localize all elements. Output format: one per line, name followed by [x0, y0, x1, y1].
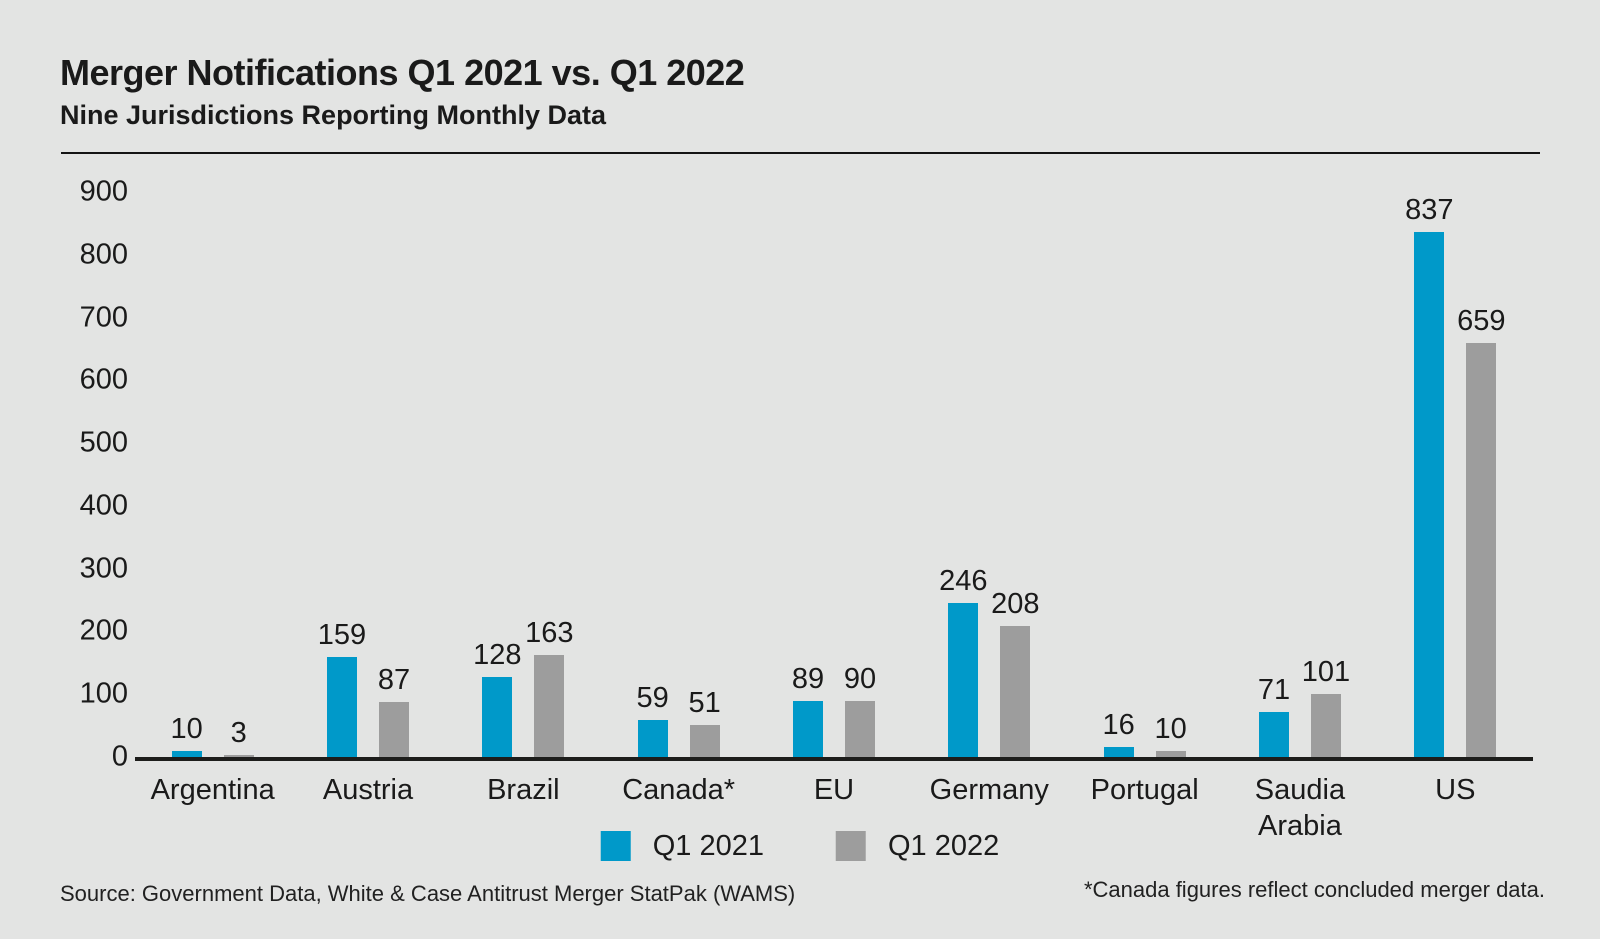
- bar-group: 16 10: [1067, 192, 1222, 757]
- value-label: 3: [230, 717, 247, 749]
- value-label: 10: [1154, 712, 1187, 745]
- y-tick-label: 500: [79, 426, 128, 459]
- y-tick-label: 800: [79, 238, 128, 271]
- x-axis-line: [135, 757, 1533, 761]
- bar-group: 159 87: [290, 192, 445, 757]
- value-label: 90: [843, 662, 877, 695]
- bar: 51: [689, 688, 721, 757]
- bar: 89: [792, 665, 824, 757]
- footnote-text: *Canada figures reflect concluded merger…: [1083, 877, 1545, 902]
- x-axis-category-label: Portugal: [1090, 774, 1199, 806]
- bar-group: 10 3: [135, 192, 290, 757]
- y-tick-label: 400: [79, 489, 128, 522]
- x-axis-category-label: Argentina: [150, 774, 275, 806]
- legend-label: Q1 2021: [652, 829, 764, 862]
- value-label: 208: [991, 588, 1040, 621]
- value-label: 101: [1301, 655, 1351, 688]
- bar: 246: [939, 566, 987, 757]
- header-divider-line: [61, 152, 1540, 154]
- value-label: 87: [377, 664, 411, 697]
- chart-subtitle: Nine Jurisdictions Reporting Monthly Dat…: [60, 100, 607, 130]
- bar: 90: [844, 664, 876, 757]
- legend-item: Q1 2022: [836, 831, 999, 861]
- value-label: 837: [1405, 193, 1454, 226]
- value-label: 128: [473, 638, 522, 671]
- plot-area: 10 3 159 87 128 163 59 51 89 90 246 208 16 10 71 101 837…: [135, 192, 1533, 757]
- y-axis: 0 100 200 300 400 500 600 700 800 900: [40, 177, 128, 771]
- legend-item: Q1 2021: [600, 829, 764, 862]
- bar: 10: [171, 714, 203, 757]
- legend-swatch: [836, 831, 866, 861]
- y-tick-label: 600: [79, 363, 128, 396]
- x-axis-category-label: US: [1435, 774, 1476, 806]
- legend-swatch: [600, 831, 631, 861]
- x-axis-category-label: Germany: [929, 774, 1049, 806]
- bar-group: 71 101: [1222, 192, 1377, 757]
- bar-group: 246 208: [912, 192, 1067, 757]
- x-axis-category-label: Canada*: [622, 774, 736, 806]
- y-tick-label: 900: [79, 175, 128, 208]
- bar: 128: [473, 640, 522, 757]
- x-axis-category-label: Saudia Arabia: [1254, 774, 1346, 843]
- y-tick-label: 100: [79, 677, 128, 710]
- bar: 101: [1302, 657, 1350, 757]
- x-axis-labels: Argentina Austria Brazil Canada* EU Germany Po…: [135, 772, 1533, 845]
- bar: 10: [1154, 714, 1187, 757]
- bar: 163: [525, 618, 574, 757]
- value-label: 246: [939, 564, 988, 597]
- x-axis-category-label: EU: [813, 774, 855, 806]
- value-label: 59: [636, 681, 669, 714]
- x-axis-category-label: Brazil: [487, 774, 560, 806]
- value-label: 10: [170, 712, 203, 745]
- value-label: 159: [317, 619, 367, 652]
- y-tick-label: 200: [79, 614, 128, 647]
- y-tick-label: 0: [111, 740, 128, 773]
- x-axis-category-label: Austria: [322, 774, 414, 806]
- value-label: 71: [1257, 674, 1291, 707]
- y-tick-label: 700: [79, 301, 128, 334]
- bar: 837: [1405, 195, 1453, 757]
- value-label: 659: [1457, 305, 1506, 338]
- source-text: Source: Government Data, White & Case An…: [60, 881, 796, 906]
- bar-group: 59 51: [601, 192, 756, 757]
- bar-group: 837 659: [1378, 192, 1533, 757]
- legend: Q1 2021 Q1 2022: [600, 829, 999, 862]
- bar: 59: [637, 683, 669, 757]
- value-label: 51: [688, 686, 721, 719]
- bar-group: 128 163: [446, 192, 601, 757]
- value-label: 89: [791, 663, 825, 696]
- legend-label: Q1 2022: [888, 829, 1000, 862]
- bar: 87: [378, 666, 410, 757]
- y-tick-label: 300: [79, 552, 128, 585]
- bar: 208: [991, 590, 1039, 757]
- bar-group: 89 90: [756, 192, 911, 757]
- bar: 16: [1102, 710, 1135, 757]
- value-label: 16: [1102, 708, 1135, 741]
- bar: 3: [223, 719, 254, 757]
- bar: 659: [1457, 307, 1505, 757]
- bar: 71: [1258, 676, 1290, 757]
- chart-title: Merger Notifications Q1 2021 vs. Q1 2022: [60, 52, 745, 93]
- value-label: 163: [525, 616, 574, 649]
- bar: 159: [318, 621, 366, 757]
